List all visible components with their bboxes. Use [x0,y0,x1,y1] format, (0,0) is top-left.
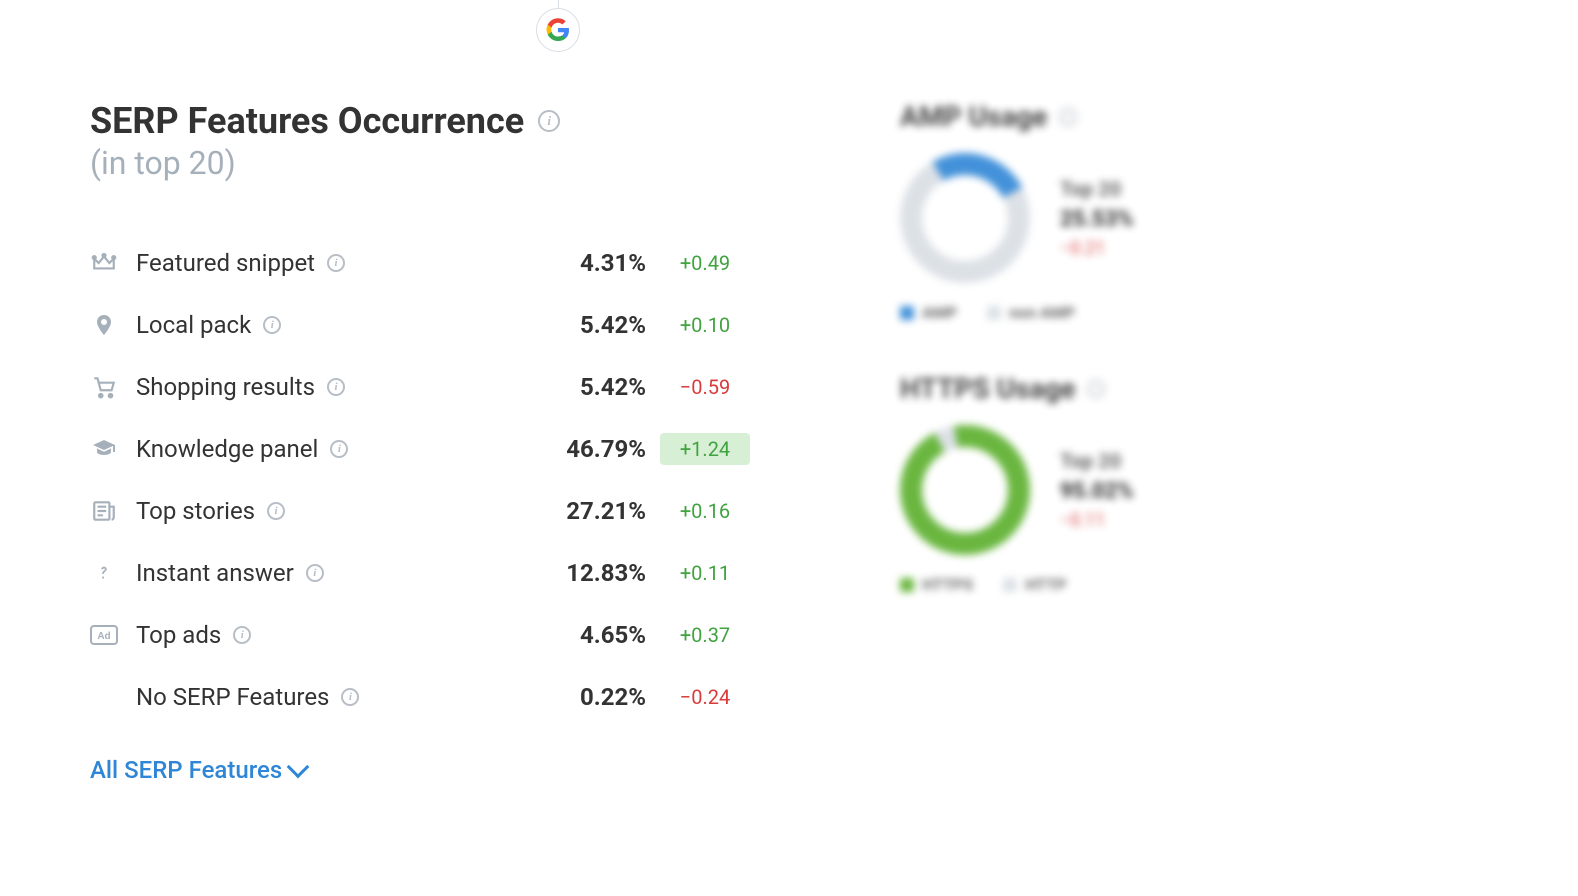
info-icon[interactable]: i [306,564,324,582]
pin-icon [90,311,118,339]
svg-text:Ad: Ad [97,631,110,642]
google-icon [546,18,570,42]
feature-row: Local pack i 5.42% +0.10 [90,294,750,356]
info-icon[interactable]: i [1087,380,1105,398]
feature-label: Knowledge panel [136,435,318,463]
legend-item: AMP [900,303,957,322]
panel-title: SERP Features Occurrence [90,100,524,142]
feature-percent: 46.79% [506,435,646,463]
feature-label: Instant answer [136,559,294,587]
amp-donut-chart [900,153,1030,283]
feature-label: Featured snippet [136,249,315,277]
feature-delta: +0.37 [660,619,750,651]
feature-row: Shopping results i 5.42% −0.59 [90,356,750,418]
feature-percent: 5.42% [506,373,646,401]
feature-row: Instant answer i 12.83% +0.11 [90,542,750,604]
blank-icon [90,683,118,711]
https-title: HTTPS Usage [900,372,1075,405]
feature-row: Top stories i 27.21% +0.16 [90,480,750,542]
info-icon[interactable]: i [233,626,251,644]
feature-row: Knowledge panel i 46.79% +1.24 [90,418,750,480]
feature-rows: Featured snippet i 4.31% +0.49 Local pack i 5.… [90,232,750,728]
feature-delta: −0.59 [660,371,750,403]
amp-stat-label: Top 20 [1060,177,1134,201]
panel-subtitle: (in top 20) [90,144,750,182]
serp-features-panel: SERP Features Occurrence i (in top 20) F… [90,100,750,784]
legend-swatch [900,306,914,320]
feature-label: No SERP Features [136,683,329,711]
https-legend: HTTPS HTTP [900,575,1220,594]
info-icon[interactable]: i [327,254,345,272]
ad-icon: Ad [90,621,118,649]
legend-swatch [1003,578,1017,592]
info-icon[interactable]: i [341,688,359,706]
gradcap-icon [90,435,118,463]
feature-label: Shopping results [136,373,315,401]
feature-percent: 27.21% [506,497,646,525]
info-icon[interactable]: i [263,316,281,334]
amp-usage-panel: AMP Usage i Top 20 25.53% −0.21 AMP non A… [900,100,1220,322]
feature-row: Ad Top ads i 4.65% +0.37 [90,604,750,666]
all-serp-features-link[interactable]: All SERP Features [90,756,750,784]
info-icon[interactable]: i [1059,108,1077,126]
legend-label: AMP [922,303,957,322]
info-icon[interactable]: i [267,502,285,520]
feature-delta: +0.49 [660,247,750,279]
news-icon [90,497,118,525]
feature-delta: +0.10 [660,309,750,341]
info-icon[interactable]: i [330,440,348,458]
info-icon[interactable]: i [538,110,560,132]
legend-swatch [900,578,914,592]
amp-stat-value: 25.53% [1060,207,1134,232]
question-icon [90,559,118,587]
feature-label: Top stories [136,497,255,525]
feature-delta: +1.24 [660,433,750,465]
https-donut-chart [900,425,1030,555]
legend-item: HTTP [1003,575,1066,594]
feature-percent: 5.42% [506,311,646,339]
https-stat-label: Top 20 [1060,449,1134,473]
legend-item: non AMP [987,303,1075,322]
amp-stat-delta: −0.21 [1060,238,1134,259]
https-usage-panel: HTTPS Usage i Top 20 95.02% −0.11 HTTPSH… [900,372,1220,594]
legend-item: HTTPS [900,575,973,594]
amp-title: AMP Usage [900,100,1047,133]
legend-label: HTTPS [922,575,973,594]
feature-percent: 4.31% [506,249,646,277]
panel-title-line: SERP Features Occurrence i [90,100,750,142]
feature-row: No SERP Features i 0.22% −0.24 [90,666,750,728]
cart-icon [90,373,118,401]
info-icon[interactable]: i [327,378,345,396]
chevron-down-icon [287,756,310,779]
google-badge [536,8,580,52]
feature-delta: +0.16 [660,495,750,527]
link-label: All SERP Features [90,756,282,784]
feature-row: Featured snippet i 4.31% +0.49 [90,232,750,294]
feature-percent: 12.83% [506,559,646,587]
feature-percent: 0.22% [506,683,646,711]
feature-delta: −0.24 [660,681,750,713]
crown-icon [90,249,118,277]
feature-label: Local pack [136,311,251,339]
https-stat-value: 95.02% [1060,479,1134,504]
feature-label: Top ads [136,621,221,649]
https-stat-delta: −0.11 [1060,510,1134,531]
legend-swatch [987,306,1001,320]
feature-delta: +0.11 [660,557,750,589]
amp-legend: AMP non AMP [900,303,1220,322]
feature-percent: 4.65% [506,621,646,649]
legend-label: non AMP [1009,303,1075,322]
legend-label: HTTP [1025,575,1066,594]
side-panels: AMP Usage i Top 20 25.53% −0.21 AMP non A… [900,100,1220,644]
